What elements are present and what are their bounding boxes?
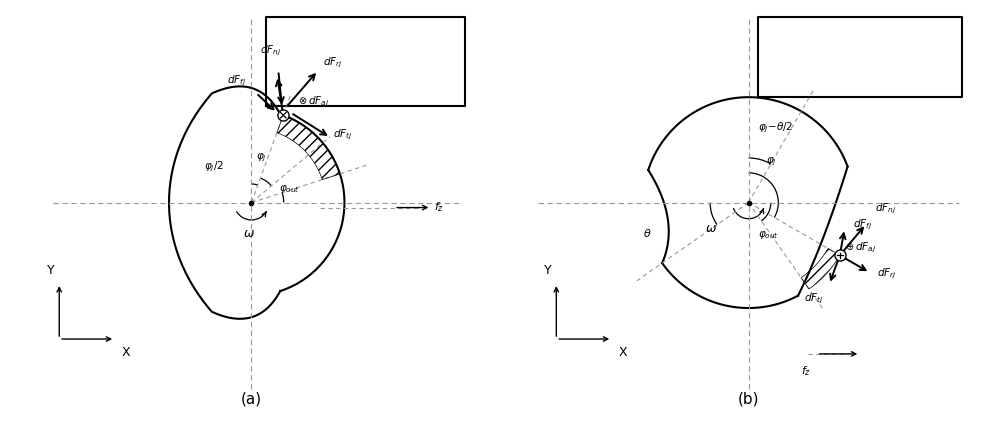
Text: $dF_{nj}$: $dF_{nj}$ (875, 202, 896, 216)
Text: $dF_{tj}$: $dF_{tj}$ (804, 292, 823, 306)
Text: $dF_{fj}$: $dF_{fj}$ (227, 73, 246, 88)
Text: Y: Y (544, 264, 551, 277)
Text: Y: Y (47, 264, 54, 277)
Text: $\otimes$: $\otimes$ (298, 95, 307, 106)
Text: $dF_{rj}$: $dF_{rj}$ (877, 267, 897, 281)
Text: $\omega$: $\omega$ (705, 222, 717, 235)
Text: (a): (a) (241, 391, 262, 406)
Text: $\varphi_j$: $\varphi_j$ (766, 155, 777, 168)
Text: $\varphi_{out}$: $\varphi_{out}$ (758, 229, 779, 241)
Text: $\oplus$: $\oplus$ (845, 241, 854, 252)
Text: $\omega$: $\omega$ (243, 227, 255, 240)
Text: X: X (618, 347, 627, 359)
Text: X: X (121, 347, 130, 359)
Text: $dF_{aj}$: $dF_{aj}$ (308, 95, 329, 109)
Text: $\theta$: $\theta$ (643, 227, 651, 240)
Text: $dF_{nj}$: $dF_{nj}$ (260, 44, 281, 58)
Text: $f_z$: $f_z$ (801, 364, 811, 378)
Text: $dF_{rj}$: $dF_{rj}$ (323, 56, 343, 70)
Text: $\varphi_j\!-\!\theta/2$: $\varphi_j\!-\!\theta/2$ (758, 121, 794, 135)
Text: $f_z$: $f_z$ (434, 201, 444, 215)
Text: $dF_{fj}$: $dF_{fj}$ (853, 218, 872, 232)
Text: $dF_{tj}$: $dF_{tj}$ (333, 128, 352, 142)
Text: $\varphi_j$: $\varphi_j$ (256, 152, 267, 164)
Text: $\varphi_{out}$: $\varphi_{out}$ (279, 184, 300, 196)
Text: $\varphi_j/2$: $\varphi_j/2$ (204, 160, 224, 174)
Text: $dF_{aj}$: $dF_{aj}$ (855, 241, 876, 255)
Text: (b): (b) (738, 391, 759, 406)
